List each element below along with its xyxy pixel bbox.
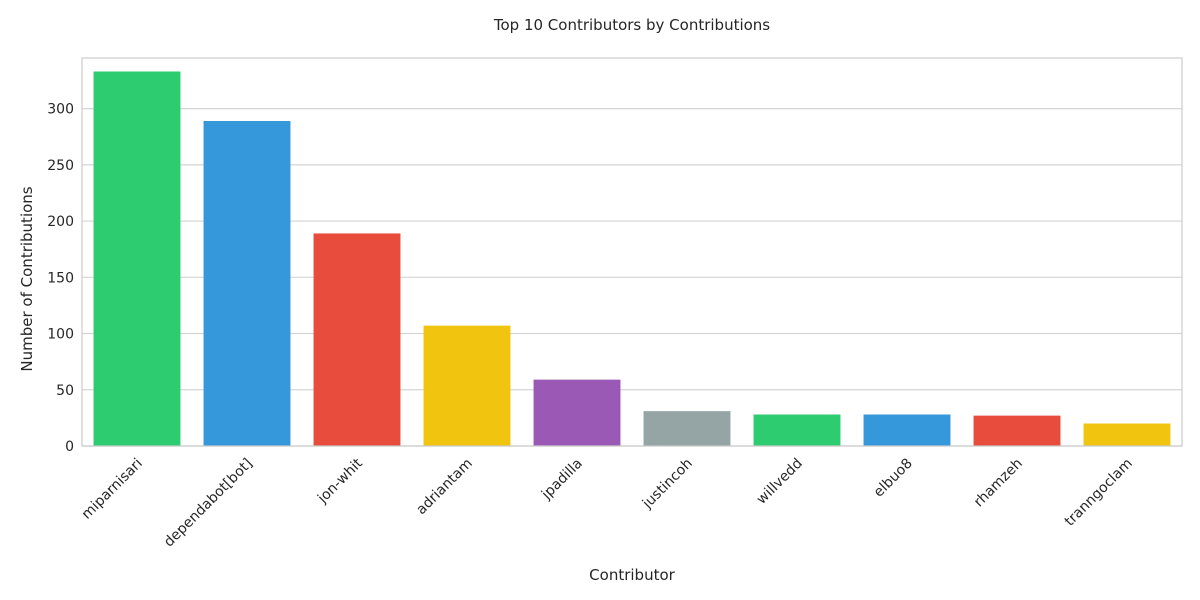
x-tick-label: justincoh [639, 456, 696, 513]
x-tick-label: jpadilla [538, 456, 586, 504]
bar-tranngoclam [1083, 423, 1171, 446]
bar-miparnisari [93, 71, 181, 446]
bar-dependabot-bot [203, 120, 291, 447]
y-tick-label: 150 [47, 270, 74, 286]
plot-frame [81, 57, 1183, 447]
bar-jpadilla [533, 379, 621, 446]
x-axis-ticks: miparnisari dependabot[bot] jon-whit adrian… [79, 455, 1136, 550]
x-tick-label: dependabot[bot] [161, 456, 256, 551]
bar-elbuo8 [863, 414, 951, 446]
x-tick-label: adriantam [413, 456, 475, 518]
y-tick-label: 50 [56, 383, 74, 399]
bar-jon-whit [313, 233, 401, 446]
y-tick-label: 100 [47, 327, 74, 343]
y-axis-ticks: 0 50 100 150 200 250 300 [47, 102, 74, 455]
y-tick-label: 200 [47, 214, 74, 230]
x-tick-label: rhamzeh [971, 456, 1026, 511]
x-tick-label: jon-whit [314, 455, 366, 507]
y-tick-label: 250 [47, 158, 74, 174]
y-tick-label: 0 [65, 439, 74, 455]
bars [93, 71, 1171, 447]
bar-adriantam [423, 325, 511, 446]
x-tick-label: miparnisari [79, 456, 146, 523]
x-tick-label: elbuo8 [871, 456, 916, 501]
x-axis-label: Contributor [589, 566, 675, 584]
bar-rhamzeh [973, 415, 1061, 446]
x-tick-label: willvedd [754, 456, 806, 508]
y-tick-label: 300 [47, 102, 74, 118]
x-tick-label: tranngoclam [1062, 456, 1136, 530]
chart-title: Top 10 Contributors by Contributions [493, 16, 770, 34]
bar-justincoh [643, 411, 731, 446]
bar-willvedd [753, 414, 841, 446]
y-axis-label: Number of Contributions [18, 186, 36, 371]
